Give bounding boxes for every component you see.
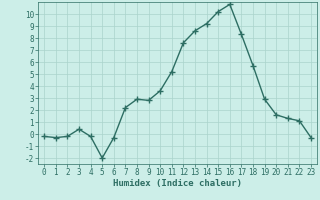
- X-axis label: Humidex (Indice chaleur): Humidex (Indice chaleur): [113, 179, 242, 188]
